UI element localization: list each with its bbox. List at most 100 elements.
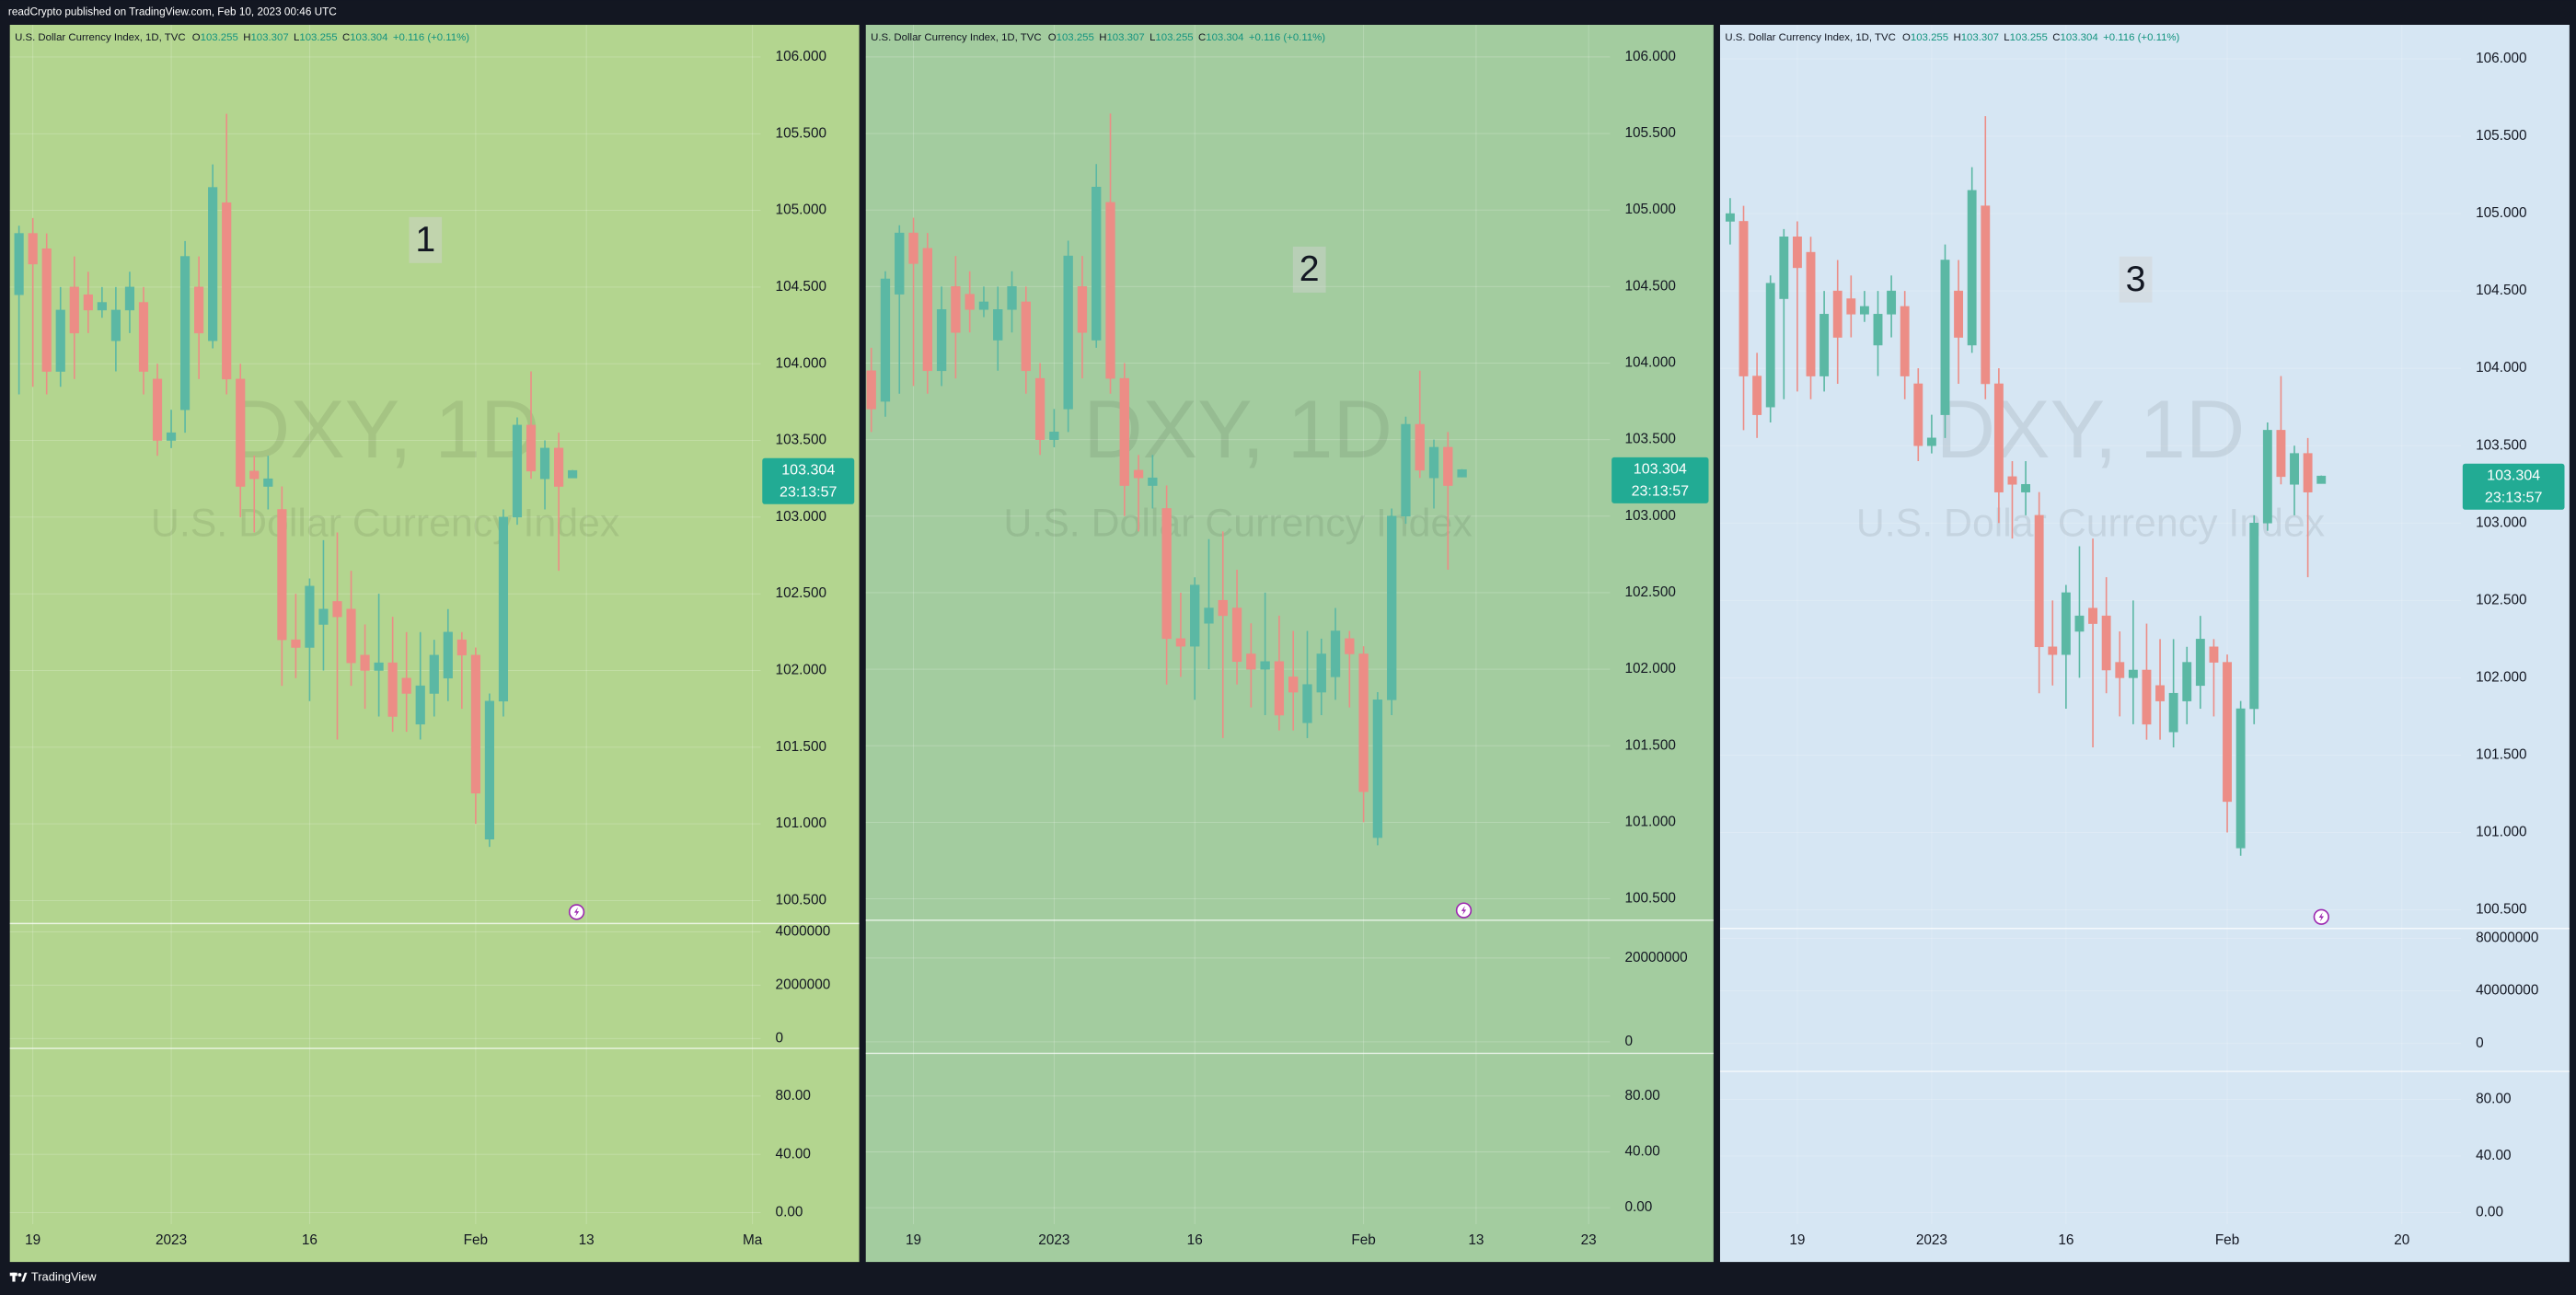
candle-body: [1345, 638, 1355, 654]
candle-body: [1133, 469, 1144, 479]
legend-ohlc-key: C: [342, 32, 350, 43]
legend-symbol: U.S. Dollar Currency Index, 1D, TVC: [15, 32, 186, 43]
candle-body: [180, 256, 191, 410]
candle-body: [2021, 483, 2031, 492]
countdown-label: 23:13:57: [2485, 490, 2543, 506]
candle-body: [2048, 646, 2058, 655]
candle-body: [2088, 607, 2098, 624]
volume-tick-label: 0: [2476, 1035, 2484, 1051]
event-bolt: [573, 907, 580, 917]
y-tick-label: 105.000: [776, 202, 826, 218]
x-tick-label: 19: [1789, 1232, 1805, 1248]
x-tick-label: 20: [2394, 1232, 2409, 1248]
candle-body: [2276, 430, 2286, 478]
y-tick-label: 100.500: [2476, 902, 2526, 918]
candle-body: [1077, 286, 1088, 333]
y-tick-label: 104.000: [776, 355, 826, 371]
y-tick-label: 102.500: [2476, 592, 2526, 607]
candle-body: [41, 248, 52, 372]
candle-body: [429, 654, 439, 694]
candle-body: [1161, 508, 1172, 640]
candle-body: [1387, 515, 1397, 700]
candle-body: [936, 309, 947, 372]
candle-body: [124, 286, 135, 311]
last-price-box: [1611, 457, 1709, 503]
chart-panel: 19 2023 16 Feb 13 23 100.500 101.000 101.500 102.…: [865, 24, 1714, 1263]
candle-body: [1218, 599, 1228, 617]
candle-body: [1175, 638, 1186, 647]
ohlc-legend: U.S. Dollar Currency Index, 1D, TVC O 103.…: [15, 32, 469, 43]
legend-change: +0.116 (+0.11%): [393, 32, 469, 43]
candle-body: [456, 639, 467, 656]
candle-body: [1260, 661, 1270, 670]
candle-body: [14, 233, 24, 295]
legend-ohlc-key: H: [1953, 32, 1960, 43]
y-tick-label: 103.500: [776, 433, 826, 448]
oscillator-tick-label: 0.00: [776, 1205, 803, 1220]
candle-body: [2034, 515, 2044, 648]
candle-body: [138, 302, 149, 372]
y-tick-label: 101.500: [2476, 747, 2526, 763]
candle-body: [2155, 685, 2165, 701]
watermark: DXY, 1D: [1936, 383, 2246, 475]
legend-ohlc-key: O: [1902, 32, 1911, 43]
candle-body: [866, 370, 876, 410]
candle-body: [374, 662, 384, 671]
candle-body: [2061, 592, 2071, 655]
legend-ohlc-key: O: [1048, 32, 1057, 43]
y-tick-label: 105.500: [776, 125, 826, 141]
watermark-subtitle: U.S. Dollar Currency Index: [151, 502, 619, 546]
candle-body: [2128, 669, 2138, 678]
candle-body: [2195, 639, 2205, 687]
y-tick-label: 106.000: [2476, 51, 2526, 66]
candle-body: [28, 233, 38, 265]
volume-tick-label: 2000000: [776, 977, 831, 992]
event-bolt: [2318, 912, 2324, 922]
volume-tick-label: 80000000: [2476, 931, 2538, 946]
legend-ohlc-key: O: [192, 32, 201, 43]
panel-annotation: 3: [2126, 259, 2146, 299]
candle-body: [2249, 523, 2259, 710]
candle-body: [993, 309, 1003, 341]
ohlc-legend: U.S. Dollar Currency Index, 1D, TVC O103.…: [1725, 32, 2179, 43]
candle-body: [1954, 290, 1964, 338]
candle-body: [1119, 377, 1129, 486]
x-tick-label: 2023: [1916, 1232, 1947, 1248]
candle-body: [387, 662, 398, 717]
panel-background: [1719, 24, 2570, 1263]
candle-body: [2316, 475, 2327, 484]
candle-body: [1401, 423, 1411, 517]
legend-ohlc-value: 103.307: [1106, 32, 1144, 43]
candle-body: [1739, 221, 1749, 376]
y-tick-label: 102.500: [1624, 584, 1675, 600]
candle-body: [1302, 684, 1312, 723]
legend-symbol: U.S. Dollar Currency Index, 1D, TVC: [1725, 32, 1896, 43]
x-tick-label: Feb: [464, 1232, 488, 1248]
legend-ohlc-value: 103.255: [1155, 32, 1193, 43]
candle-body: [1274, 661, 1285, 716]
candle-body: [318, 608, 329, 625]
candle-body: [2182, 662, 2192, 701]
volume-tick-label: 20000000: [1624, 950, 1687, 965]
candle-body: [895, 232, 905, 295]
chart-panel: 19 2023 16 Feb 13 Ma 100.500 101.000 101.500 102.…: [9, 24, 860, 1263]
candle-body: [1779, 237, 1789, 299]
y-tick-label: 100.500: [1624, 891, 1675, 907]
last-price-label: 103.304: [2487, 467, 2540, 483]
countdown-label: 23:13:57: [1632, 483, 1690, 500]
candle-body: [1288, 676, 1299, 693]
candle-body: [83, 294, 93, 311]
candle-body: [880, 278, 891, 402]
legend-ohlc-value: 103.255: [299, 32, 337, 43]
y-tick-label: 104.000: [2476, 360, 2526, 376]
candle-body: [208, 187, 218, 341]
legend-ohlc-key: L: [294, 32, 299, 43]
x-tick-label: Feb: [1351, 1232, 1375, 1248]
candle-body: [2235, 708, 2246, 849]
candle-body: [1415, 423, 1425, 471]
candle-body: [346, 608, 356, 664]
oscillator-tick-label: 40.00: [2476, 1148, 2511, 1163]
x-tick-label: 19: [906, 1232, 921, 1248]
candle-body: [2007, 476, 2017, 485]
